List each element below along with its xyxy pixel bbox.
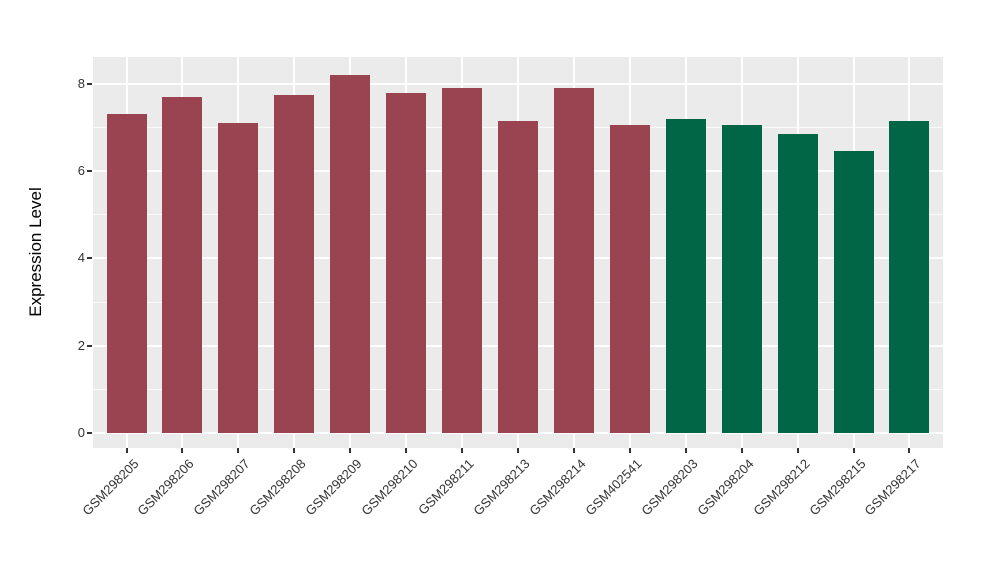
x-tick-mark	[740, 448, 743, 453]
y-tick-label: 0	[77, 425, 85, 440]
bar	[721, 125, 762, 433]
x-tick-label: GSM298210	[358, 456, 421, 519]
bar	[777, 134, 818, 433]
y-tick-mark	[87, 82, 92, 85]
x-tick-mark	[852, 448, 855, 453]
bar	[330, 75, 371, 433]
y-tick-label: 4	[77, 250, 85, 266]
y-axis-title: Expression Level	[26, 187, 45, 317]
x-tick-label: GSM298207	[190, 456, 254, 519]
x-tick-label: GSM298206	[134, 456, 198, 519]
x-tick-label: GSM298215	[805, 456, 869, 519]
x-tick-label: GSM298213	[470, 456, 533, 519]
bar	[442, 88, 483, 433]
bar	[833, 151, 874, 433]
x-tick-mark	[684, 448, 687, 453]
plot-panel	[93, 57, 943, 448]
x-tick-label: GSM298205	[78, 456, 142, 519]
y-tick-mark	[87, 344, 92, 347]
bar	[106, 114, 147, 433]
x-tick-mark	[405, 448, 408, 453]
x-tick-label: GSM298209	[302, 456, 365, 519]
bar	[665, 118, 706, 433]
bar	[162, 96, 203, 433]
x-tick-label: GSM298214	[526, 456, 589, 519]
x-tick-mark	[572, 448, 575, 453]
y-tick-label: 2	[77, 337, 85, 353]
bar	[274, 94, 315, 433]
bar	[386, 92, 427, 433]
x-tick-mark	[517, 448, 519, 453]
y-tick-label: 8	[77, 75, 85, 91]
bar	[553, 88, 594, 433]
x-tick-label: GSM298208	[246, 456, 309, 519]
y-tick-mark	[87, 432, 92, 434]
x-tick-label: GSM298203	[638, 456, 701, 519]
bar	[889, 120, 930, 433]
x-tick-label: GSM402541	[582, 456, 645, 519]
bar	[498, 120, 538, 433]
y-tick-mark	[87, 170, 92, 173]
x-tick-label: GSM298211	[415, 456, 477, 518]
x-tick-mark	[349, 448, 352, 453]
x-tick-label: GSM298204	[694, 456, 757, 519]
x-tick-mark	[796, 448, 799, 453]
x-tick-label: GSM298212	[749, 456, 813, 519]
x-tick-mark	[293, 448, 296, 453]
x-tick-mark	[461, 448, 464, 453]
bar	[218, 123, 259, 433]
bar	[609, 125, 650, 433]
x-tick-mark	[237, 448, 240, 453]
x-tick-mark	[125, 448, 128, 453]
x-tick-mark	[908, 448, 911, 453]
y-tick-mark	[87, 257, 92, 260]
y-tick-label: 6	[77, 163, 85, 179]
x-tick-mark	[628, 448, 631, 453]
x-tick-mark	[181, 448, 184, 453]
x-tick-label: GSM298217	[861, 456, 925, 519]
